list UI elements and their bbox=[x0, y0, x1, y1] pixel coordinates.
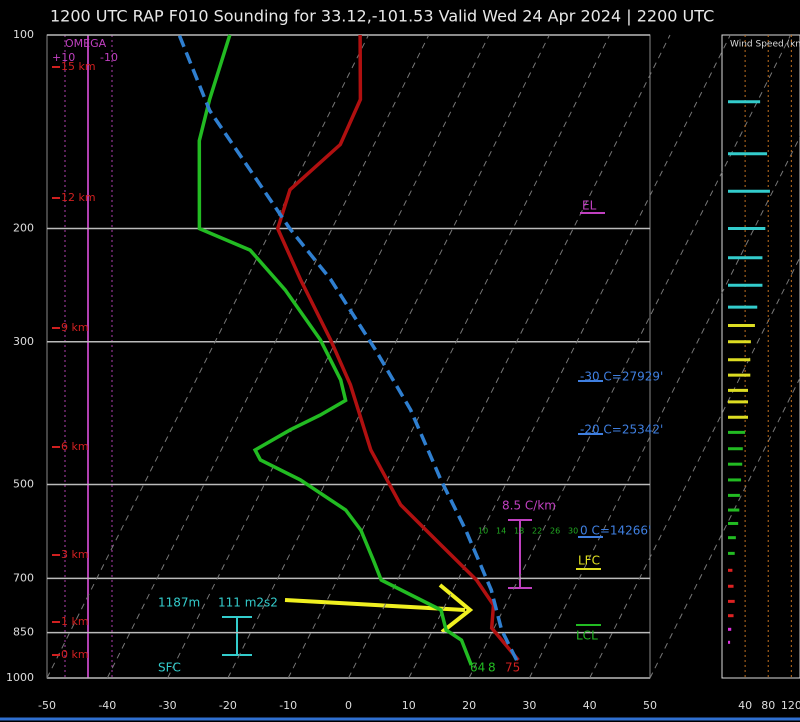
profile-line bbox=[177, 34, 519, 661]
wind-tick-label: 40 bbox=[738, 699, 752, 712]
isotherm bbox=[649, 376, 800, 679]
wind-panel bbox=[721, 34, 800, 679]
x-tick-label: 40 bbox=[583, 699, 597, 712]
x-tick-label: 10 bbox=[402, 699, 416, 712]
isotherm bbox=[287, 34, 611, 679]
x-tick-label: -40 bbox=[98, 699, 116, 712]
annotation: LCL bbox=[576, 629, 598, 643]
isotherm bbox=[227, 34, 550, 679]
height-label: 15 km bbox=[61, 60, 96, 73]
omega-title: OMEGA bbox=[65, 37, 107, 50]
annotation: 8 bbox=[488, 661, 496, 675]
isotherm bbox=[167, 34, 490, 679]
wind-tick-label: 120 bbox=[781, 699, 800, 712]
y-tick-label: 300 bbox=[13, 335, 34, 348]
x-tick-label: -20 bbox=[219, 699, 237, 712]
y-tick-label: 1000 bbox=[6, 671, 34, 684]
isotherm bbox=[46, 34, 369, 679]
x-tick-label: -50 bbox=[38, 699, 56, 712]
annotation: EL bbox=[582, 199, 597, 213]
lapse-rate-label: 14 bbox=[496, 527, 506, 536]
y-tick-label: 100 bbox=[13, 28, 34, 41]
isotherm bbox=[106, 34, 430, 679]
height-label: 1 km bbox=[61, 615, 89, 628]
annotation: 8.5 C/km bbox=[502, 499, 556, 513]
lapse-rate-label: 10 bbox=[478, 527, 488, 536]
chart-title: 1200 UTC RAP F010 Sounding for 33.12,-10… bbox=[50, 7, 714, 26]
x-tick-label: -10 bbox=[279, 699, 297, 712]
arrow-head bbox=[438, 583, 474, 634]
height-label: 9 km bbox=[61, 321, 89, 334]
isotherm bbox=[468, 34, 792, 679]
annotation: 64 bbox=[470, 661, 485, 675]
height-label: 12 km bbox=[61, 191, 96, 204]
height-label: 6 km bbox=[61, 440, 89, 453]
omega-right: -10 bbox=[100, 51, 118, 64]
lapse-rate-label: 30 bbox=[568, 527, 578, 536]
annotation: 1187m bbox=[158, 596, 200, 610]
profile-line bbox=[197, 34, 473, 666]
x-tick-label: 20 bbox=[462, 699, 476, 712]
wind-tick-label: 80 bbox=[761, 699, 775, 712]
lapse-rate-label: 18 bbox=[514, 527, 524, 536]
annotation: 111 m2s2 bbox=[218, 596, 278, 610]
annotation: 0 C=14266' bbox=[580, 524, 651, 538]
plot-frame bbox=[46, 34, 651, 679]
height-label: 0 km bbox=[61, 648, 89, 661]
y-tick-label: 700 bbox=[13, 571, 34, 584]
annotation: LFC bbox=[578, 554, 600, 568]
y-tick-label: 850 bbox=[13, 626, 34, 639]
x-tick-label: 30 bbox=[522, 699, 536, 712]
annotation: 75 bbox=[505, 661, 520, 675]
y-tick-label: 200 bbox=[13, 222, 34, 235]
x-tick-label: 0 bbox=[345, 699, 352, 712]
lapse-rate-label: 22 bbox=[532, 527, 542, 536]
profile-line bbox=[275, 34, 520, 662]
x-tick-label: -30 bbox=[159, 699, 177, 712]
omega-left: +10 bbox=[52, 51, 75, 64]
height-label: 3 km bbox=[61, 548, 89, 561]
x-tick-label: 50 bbox=[643, 699, 657, 712]
y-tick-label: 500 bbox=[13, 477, 34, 490]
lapse-rate-label: 26 bbox=[550, 527, 560, 536]
isotherm bbox=[348, 34, 671, 679]
wind-title: Wind Speed (knots) bbox=[730, 40, 800, 50]
srh-bar bbox=[222, 616, 252, 656]
isotherm bbox=[408, 34, 731, 679]
annotation: SFC bbox=[158, 661, 181, 675]
isotherm bbox=[528, 135, 800, 679]
